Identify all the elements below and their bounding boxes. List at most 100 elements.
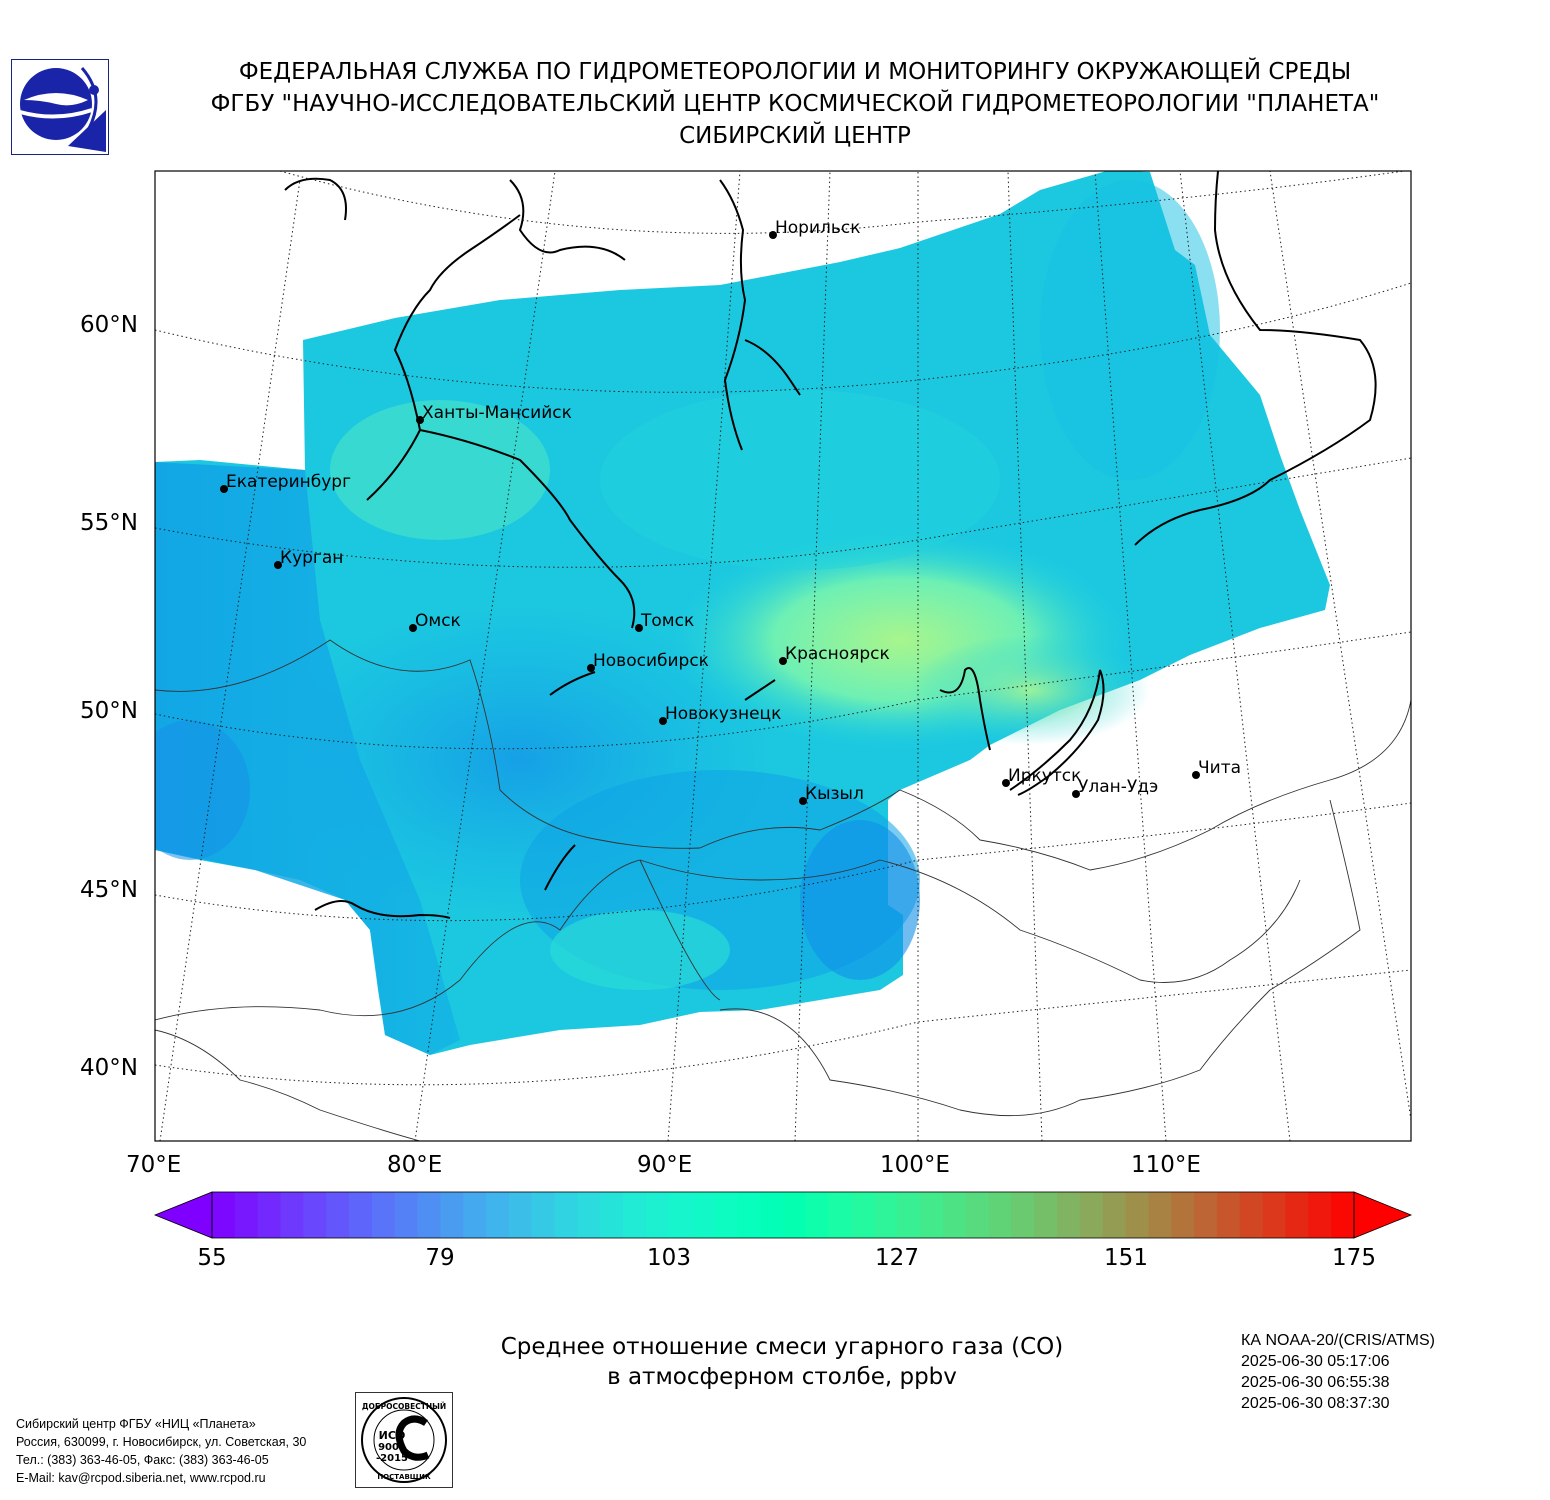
coast-north	[509, 179, 626, 261]
city-label: Омск	[415, 611, 461, 631]
city-label: Улан-Удэ	[1078, 777, 1158, 797]
colorbar-segment	[531, 1192, 556, 1238]
lat-label-50: 50°N	[80, 698, 138, 724]
colorbar-segment	[645, 1192, 670, 1238]
colorbar-segment	[349, 1192, 373, 1238]
satellite-time-1: 2025-06-30 05:17:06	[1241, 1353, 1390, 1370]
river-irtysh	[393, 214, 521, 431]
colorbar-segment	[897, 1192, 921, 1238]
colorbar-tick-103: 103	[647, 1245, 691, 1271]
colorbar-segment	[600, 1192, 624, 1238]
river-angara	[939, 667, 991, 751]
city-marker	[220, 485, 228, 493]
map-area: Норильск Ханты-Мансийск Екатеринбург Курган…	[155, 171, 1411, 1141]
parallel-55	[155, 457, 1411, 568]
city-marker	[659, 717, 667, 725]
colorbar-tick-127: 127	[875, 1245, 919, 1271]
city-label: Кызыл	[805, 784, 864, 804]
colorbar-segment	[577, 1192, 601, 1238]
colorbar-segment	[326, 1192, 350, 1238]
satellite-name: КА NOAA-20/(CRIS/ATMS)	[1241, 1332, 1435, 1349]
city-marker	[799, 797, 807, 805]
colorbar-segment	[1034, 1192, 1058, 1238]
colorbar-segment	[486, 1192, 510, 1238]
colorbar-segment	[1011, 1192, 1035, 1238]
colorbar-segment	[737, 1192, 761, 1238]
parallel-50	[155, 631, 1411, 750]
satellite-info: КА NOAA-20/(CRIS/ATMS) 2025-06-30 05:17:…	[1241, 1330, 1435, 1414]
colorbar-segment	[851, 1192, 875, 1238]
header: ФЕДЕРАЛЬНАЯ СЛУЖБА ПО ГИДРОМЕТЕОРОЛОГИИ …	[0, 56, 1550, 152]
lake-balkhash	[314, 900, 451, 919]
colorbar-segment	[394, 1192, 419, 1238]
colorbar-segment	[1262, 1192, 1287, 1238]
border-west	[155, 1029, 421, 1141]
contact-line-3: Тел.: (383) 363-46-05, Факс: (383) 363-4…	[16, 1453, 269, 1467]
river-yenisei-mid	[744, 679, 776, 701]
border-russia-kazakhstan	[155, 639, 701, 849]
city-marker	[635, 624, 643, 632]
city-label: Чита	[1198, 758, 1241, 778]
colorbar-segment	[1239, 1192, 1264, 1238]
colorbar-segment	[303, 1192, 327, 1238]
lat-label-40: 40°N	[80, 1055, 138, 1081]
colorbar-segment	[942, 1192, 967, 1238]
lat-label-60: 60°N	[80, 312, 138, 338]
contact-info: Сибирский центр ФГБУ «НИЦ «Планета» Росс…	[16, 1415, 306, 1487]
city-label: Ханты-Мансийск	[422, 403, 572, 423]
iso-bottom-text: ПОСТАВЩИК	[377, 1473, 431, 1481]
colorbar-segment	[714, 1192, 738, 1238]
colorbar-segment	[371, 1192, 396, 1238]
river-yenisei	[719, 179, 747, 451]
meridian-90	[667, 171, 741, 1141]
parallel-65	[279, 171, 1408, 234]
lake-baikal	[1009, 669, 1105, 796]
lon-label-90: 90°E	[637, 1152, 693, 1178]
colorbar-extend-min	[153, 1191, 213, 1239]
planeta-logo	[11, 59, 109, 155]
city-label: Иркутск	[1008, 766, 1081, 786]
border-russia-mongolia	[699, 699, 1411, 871]
colorbar-segment	[463, 1192, 487, 1238]
colorbar-tick-55: 55	[197, 1245, 227, 1271]
colorbar-frame	[211, 1191, 1355, 1239]
city-marker	[416, 416, 424, 424]
colorbar-segment	[1285, 1192, 1309, 1238]
parallel-40	[155, 969, 1411, 1086]
satellite-time-2: 2025-06-30 06:55:38	[1241, 1374, 1390, 1391]
border-kazakhstan-south	[155, 859, 721, 1021]
header-line-1: ФЕДЕРАЛЬНАЯ СЛУЖБА ПО ГИДРОМЕТЕОРОЛОГИИ …	[238, 59, 1352, 85]
colorbar-segment	[988, 1192, 1012, 1238]
colorbar-segment	[1148, 1192, 1172, 1238]
lon-label-70: 70°E	[126, 1152, 182, 1178]
city-marker	[587, 664, 595, 672]
colorbar-tick-151: 151	[1104, 1245, 1148, 1271]
colorbar-tick-175: 175	[1332, 1245, 1376, 1271]
city-marker	[409, 624, 417, 632]
colorbar-tick-79: 79	[425, 1245, 455, 1271]
contact-line-1: Сибирский центр ФГБУ «НИЦ «Планета»	[16, 1417, 256, 1431]
colorbar-segment	[234, 1192, 259, 1238]
city-marker	[1002, 779, 1010, 787]
caption-line-2: в атмосферном столбе, ppbv	[607, 1364, 957, 1390]
country-borders	[155, 639, 1411, 1141]
iso-mid-text-3: -2015	[376, 1453, 408, 1464]
colorbar-segment	[828, 1192, 853, 1238]
lon-label-110: 110°E	[1131, 1152, 1201, 1178]
river-lower-tunguska	[744, 339, 801, 396]
city-marker	[769, 231, 777, 239]
satellite-time-3: 2025-06-30 08:37:30	[1241, 1395, 1390, 1412]
city-marker	[1192, 771, 1200, 779]
colorbar-segment	[554, 1192, 579, 1238]
city-label: Норильск	[775, 218, 861, 238]
iso-stamp: ДОБРОСОВЕСТНЫЙ ИСО 9001 -2015 ПОСТАВЩИК	[355, 1392, 453, 1488]
parallel-45	[155, 802, 1411, 922]
city-label: Курган	[280, 548, 343, 568]
river-syr	[544, 844, 576, 891]
cities: Норильск Ханты-Мансийск Екатеринбург Курган…	[220, 218, 1241, 805]
header-line-2: ФГБУ "НАУЧНО-ИССЛЕДОВАТЕЛЬСКИЙ ЦЕНТР КОС…	[210, 91, 1380, 117]
colorbar-segment	[1102, 1192, 1127, 1238]
colorbar-segment	[965, 1192, 990, 1238]
header-line-3: СИБИРСКИЙ ЦЕНТР	[679, 123, 911, 149]
